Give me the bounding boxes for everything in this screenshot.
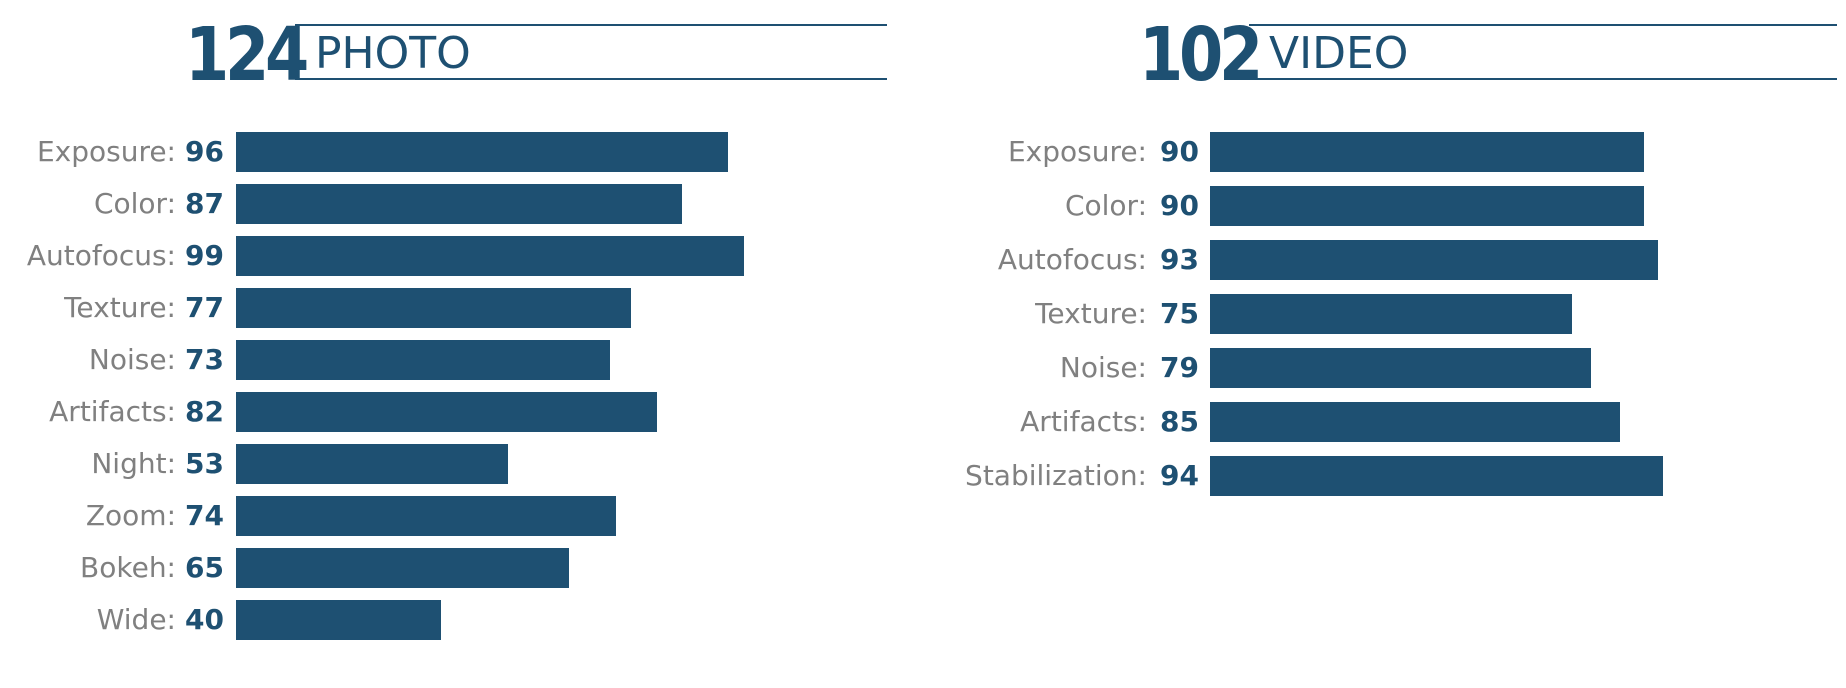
photo-bar xyxy=(236,548,569,588)
photo-row: Autofocus: 99 xyxy=(0,236,900,276)
photo-bar xyxy=(236,444,508,484)
photo-row: Color: 87 xyxy=(0,184,900,224)
photo-row: Artifacts: 82 xyxy=(0,392,900,432)
video-panel: 102 VIDEO Exposure: 90 Color: 90 Autofocus: 9… xyxy=(960,0,1846,688)
photo-value-label: 96 xyxy=(185,135,224,168)
video-row: Color: 90 xyxy=(960,186,1846,226)
video-bar xyxy=(1210,348,1591,388)
video-row: Autofocus: 93 xyxy=(960,240,1846,280)
photo-row: Zoom: 74 xyxy=(0,496,900,536)
video-row: Artifacts: 85 xyxy=(960,402,1846,442)
photo-value-label: 99 xyxy=(185,239,224,272)
photo-bar xyxy=(236,236,744,276)
photo-value-label: 74 xyxy=(185,499,224,532)
photo-value-label: 82 xyxy=(185,395,224,428)
photo-category-label: Bokeh: xyxy=(80,551,176,584)
video-category-label: Exposure: xyxy=(1007,135,1147,168)
video-bar xyxy=(1210,294,1572,334)
video-bar xyxy=(1210,402,1620,442)
photo-value-label: 73 xyxy=(185,343,224,376)
photo-bar xyxy=(236,340,610,380)
video-title-box: VIDEO xyxy=(1249,24,1837,80)
video-score: 102 xyxy=(1139,12,1263,98)
video-row: Noise: 79 xyxy=(960,348,1846,388)
photo-score: 124 xyxy=(185,12,309,98)
photo-bar xyxy=(236,496,616,536)
photo-bar xyxy=(236,132,728,172)
video-bar xyxy=(1210,456,1663,496)
photo-category-label: Artifacts: xyxy=(49,395,176,428)
video-value-label: 94 xyxy=(1160,459,1199,492)
photo-title-box: PHOTO xyxy=(295,24,887,80)
photo-value-label: 87 xyxy=(185,187,224,220)
video-category-label: Artifacts: xyxy=(1020,405,1147,438)
video-value-label: 90 xyxy=(1160,189,1199,222)
video-row: Texture: 75 xyxy=(960,294,1846,334)
photo-category-label: Wide: xyxy=(96,603,176,636)
photo-row: Bokeh: 65 xyxy=(0,548,900,588)
photo-value-label: 40 xyxy=(185,603,224,636)
video-category-label: Autofocus: xyxy=(997,243,1147,276)
photo-bar xyxy=(236,184,682,224)
photo-value-label: 77 xyxy=(185,291,224,324)
photo-panel: 124 PHOTO Exposure: 96 Color: 87 Autofocus: 9… xyxy=(0,0,900,688)
photo-header: 124 PHOTO xyxy=(185,16,890,94)
photo-row: Night: 53 xyxy=(0,444,900,484)
photo-row: Exposure: 96 xyxy=(0,132,900,172)
photo-value-label: 53 xyxy=(185,447,224,480)
photo-bar xyxy=(236,392,657,432)
photo-value-label: 65 xyxy=(185,551,224,584)
video-row: Stabilization: 94 xyxy=(960,456,1846,496)
photo-category-label: Texture: xyxy=(64,291,176,324)
photo-bar xyxy=(236,288,631,328)
photo-row: Noise: 73 xyxy=(0,340,900,380)
video-category-label: Stabilization: xyxy=(965,459,1147,492)
video-row: Exposure: 90 xyxy=(960,132,1846,172)
video-bar xyxy=(1210,240,1658,280)
photo-title: PHOTO xyxy=(315,28,471,79)
photo-category-label: Autofocus: xyxy=(26,239,176,272)
photo-row: Texture: 77 xyxy=(0,288,900,328)
video-bar xyxy=(1210,132,1644,172)
video-value-label: 79 xyxy=(1160,351,1199,384)
video-category-label: Noise: xyxy=(1059,351,1147,384)
video-value-label: 93 xyxy=(1160,243,1199,276)
video-category-label: Texture: xyxy=(1035,297,1147,330)
photo-category-label: Color: xyxy=(93,187,176,220)
photo-row: Wide: 40 xyxy=(0,600,900,640)
photo-category-label: Zoom: xyxy=(85,499,176,532)
video-title: VIDEO xyxy=(1269,28,1409,79)
photo-category-label: Noise: xyxy=(88,343,176,376)
video-value-label: 75 xyxy=(1160,297,1199,330)
video-value-label: 85 xyxy=(1160,405,1199,438)
photo-category-label: Night: xyxy=(91,447,176,480)
video-header: 102 VIDEO xyxy=(1139,16,1839,94)
video-value-label: 90 xyxy=(1160,135,1199,168)
video-bar xyxy=(1210,186,1644,226)
video-category-label: Color: xyxy=(1064,189,1147,222)
photo-bar xyxy=(236,600,441,640)
photo-category-label: Exposure: xyxy=(36,135,176,168)
